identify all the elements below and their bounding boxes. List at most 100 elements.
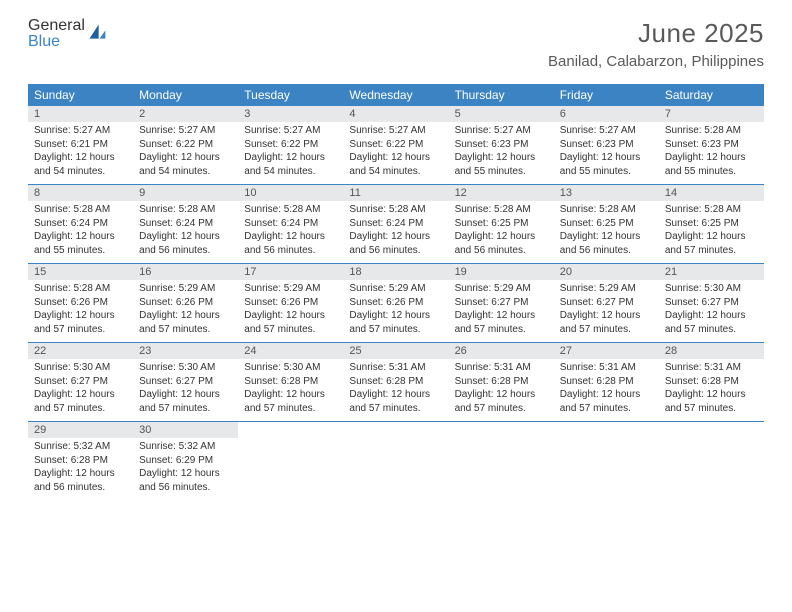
daylight-text: Daylight: 12 hours <box>349 230 442 244</box>
day-number: 22 <box>28 343 133 359</box>
daylight-text: Daylight: 12 hours <box>665 309 758 323</box>
location: Banilad, Calabarzon, Philippines <box>548 53 764 70</box>
sunset-text: Sunset: 6:27 PM <box>665 296 758 310</box>
day-cell: Sunrise: 5:29 AMSunset: 6:26 PMDaylight:… <box>343 280 448 342</box>
week-row: Sunrise: 5:32 AMSunset: 6:28 PMDaylight:… <box>28 438 764 500</box>
sunrise-text: Sunrise: 5:27 AM <box>560 124 653 138</box>
day-cell <box>554 438 659 500</box>
sunrise-text: Sunrise: 5:28 AM <box>34 282 127 296</box>
sunrise-text: Sunrise: 5:28 AM <box>665 124 758 138</box>
daylight-text: and 57 minutes. <box>244 323 337 337</box>
day-cell: Sunrise: 5:27 AMSunset: 6:23 PMDaylight:… <box>449 122 554 184</box>
sunrise-text: Sunrise: 5:28 AM <box>560 203 653 217</box>
sunrise-text: Sunrise: 5:28 AM <box>455 203 548 217</box>
sunset-text: Sunset: 6:28 PM <box>665 375 758 389</box>
sunrise-text: Sunrise: 5:27 AM <box>139 124 232 138</box>
sunset-text: Sunset: 6:24 PM <box>244 217 337 231</box>
sunrise-text: Sunrise: 5:32 AM <box>34 440 127 454</box>
day-cell: Sunrise: 5:28 AMSunset: 6:25 PMDaylight:… <box>449 201 554 263</box>
day-cell: Sunrise: 5:32 AMSunset: 6:29 PMDaylight:… <box>133 438 238 500</box>
daylight-text: and 54 minutes. <box>34 165 127 179</box>
sunset-text: Sunset: 6:24 PM <box>349 217 442 231</box>
daylight-text: and 55 minutes. <box>455 165 548 179</box>
day-cell: Sunrise: 5:31 AMSunset: 6:28 PMDaylight:… <box>659 359 764 421</box>
day-cell: Sunrise: 5:31 AMSunset: 6:28 PMDaylight:… <box>343 359 448 421</box>
sunset-text: Sunset: 6:23 PM <box>455 138 548 152</box>
dow-thursday: Thursday <box>449 84 554 106</box>
sunrise-text: Sunrise: 5:30 AM <box>665 282 758 296</box>
day-number: 6 <box>554 106 659 122</box>
day-cell: Sunrise: 5:31 AMSunset: 6:28 PMDaylight:… <box>554 359 659 421</box>
day-cell: Sunrise: 5:29 AMSunset: 6:27 PMDaylight:… <box>449 280 554 342</box>
daylight-text: and 55 minutes. <box>34 244 127 258</box>
day-cell: Sunrise: 5:27 AMSunset: 6:22 PMDaylight:… <box>238 122 343 184</box>
day-number: 14 <box>659 185 764 201</box>
daylight-text: Daylight: 12 hours <box>665 388 758 402</box>
day-number: 5 <box>449 106 554 122</box>
sunrise-text: Sunrise: 5:28 AM <box>34 203 127 217</box>
day-cell: Sunrise: 5:30 AMSunset: 6:28 PMDaylight:… <box>238 359 343 421</box>
daylight-text: and 54 minutes. <box>244 165 337 179</box>
sunset-text: Sunset: 6:26 PM <box>34 296 127 310</box>
daylight-text: and 56 minutes. <box>244 244 337 258</box>
sunset-text: Sunset: 6:27 PM <box>139 375 232 389</box>
daylight-text: Daylight: 12 hours <box>560 309 653 323</box>
sunrise-text: Sunrise: 5:28 AM <box>244 203 337 217</box>
logo-word-blue: Blue <box>28 34 85 50</box>
daylight-text: and 54 minutes. <box>349 165 442 179</box>
day-cell: Sunrise: 5:27 AMSunset: 6:22 PMDaylight:… <box>133 122 238 184</box>
dow-monday: Monday <box>133 84 238 106</box>
day-number: 3 <box>238 106 343 122</box>
day-cell <box>449 438 554 500</box>
week-row: Sunrise: 5:27 AMSunset: 6:21 PMDaylight:… <box>28 122 764 185</box>
daylight-text: Daylight: 12 hours <box>244 388 337 402</box>
daylight-text: and 57 minutes. <box>244 402 337 416</box>
day-cell: Sunrise: 5:28 AMSunset: 6:24 PMDaylight:… <box>238 201 343 263</box>
daylight-text: Daylight: 12 hours <box>34 309 127 323</box>
daylight-text: and 57 minutes. <box>455 402 548 416</box>
daylight-text: Daylight: 12 hours <box>139 467 232 481</box>
day-cell: Sunrise: 5:28 AMSunset: 6:26 PMDaylight:… <box>28 280 133 342</box>
logo: General Blue <box>28 18 107 50</box>
daylight-text: and 57 minutes. <box>34 402 127 416</box>
week-row: Sunrise: 5:28 AMSunset: 6:26 PMDaylight:… <box>28 280 764 343</box>
daylight-text: and 57 minutes. <box>349 323 442 337</box>
day-cell: Sunrise: 5:31 AMSunset: 6:28 PMDaylight:… <box>449 359 554 421</box>
sunrise-text: Sunrise: 5:28 AM <box>349 203 442 217</box>
day-number <box>659 422 764 438</box>
daylight-text: Daylight: 12 hours <box>34 467 127 481</box>
day-number: 9 <box>133 185 238 201</box>
daylight-text: Daylight: 12 hours <box>34 151 127 165</box>
daylight-text: Daylight: 12 hours <box>244 151 337 165</box>
day-cell <box>659 438 764 500</box>
sunset-text: Sunset: 6:24 PM <box>34 217 127 231</box>
sunrise-text: Sunrise: 5:27 AM <box>349 124 442 138</box>
daylight-text: and 54 minutes. <box>139 165 232 179</box>
day-number: 21 <box>659 264 764 280</box>
sunrise-text: Sunrise: 5:29 AM <box>560 282 653 296</box>
sunset-text: Sunset: 6:22 PM <box>349 138 442 152</box>
daylight-text: Daylight: 12 hours <box>665 151 758 165</box>
sunset-text: Sunset: 6:26 PM <box>139 296 232 310</box>
daylight-text: and 56 minutes. <box>139 481 232 495</box>
logo-text: General Blue <box>28 18 85 50</box>
daylight-text: Daylight: 12 hours <box>34 388 127 402</box>
dow-tuesday: Tuesday <box>238 84 343 106</box>
daylight-text: and 57 minutes. <box>665 323 758 337</box>
sunset-text: Sunset: 6:27 PM <box>455 296 548 310</box>
day-cell: Sunrise: 5:27 AMSunset: 6:22 PMDaylight:… <box>343 122 448 184</box>
daylight-text: Daylight: 12 hours <box>349 388 442 402</box>
day-number: 11 <box>343 185 448 201</box>
sunrise-text: Sunrise: 5:30 AM <box>244 361 337 375</box>
day-number <box>449 422 554 438</box>
sunset-text: Sunset: 6:27 PM <box>34 375 127 389</box>
daylight-text: and 57 minutes. <box>139 323 232 337</box>
daylight-text: and 55 minutes. <box>665 165 758 179</box>
sunset-text: Sunset: 6:28 PM <box>455 375 548 389</box>
sunrise-text: Sunrise: 5:29 AM <box>455 282 548 296</box>
sunrise-text: Sunrise: 5:31 AM <box>349 361 442 375</box>
daylight-text: and 57 minutes. <box>455 323 548 337</box>
day-cell: Sunrise: 5:29 AMSunset: 6:26 PMDaylight:… <box>133 280 238 342</box>
day-number: 4 <box>343 106 448 122</box>
day-number: 8 <box>28 185 133 201</box>
